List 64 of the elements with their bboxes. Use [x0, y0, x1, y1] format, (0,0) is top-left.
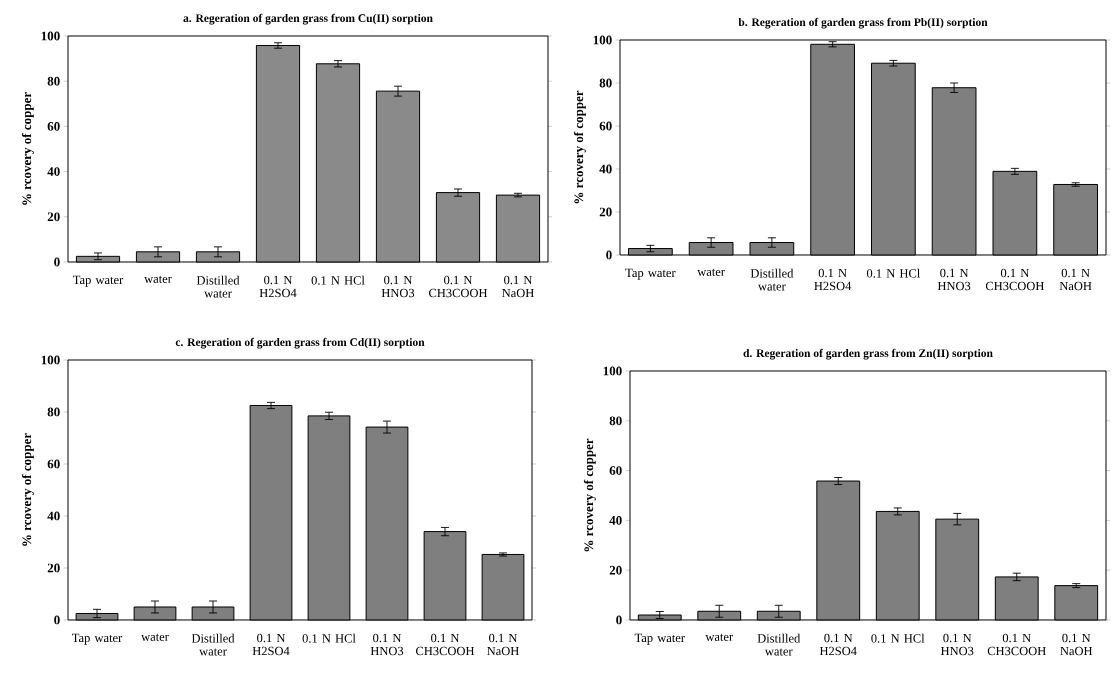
y-tick-label: 40 [599, 164, 612, 174]
y-axis-title: % rcovery of copper [573, 90, 586, 204]
y-tick-label: 80 [47, 407, 60, 417]
x-tick-label: 0.1 N CH3COOH [985, 268, 1045, 291]
y-tick-label: 40 [609, 516, 622, 525]
x-tick-label: 0.1 N HNO3 [940, 633, 974, 656]
x-tick-label: water [697, 268, 725, 276]
x-tick-label: 0.1 N HNO3 [381, 275, 415, 298]
x-tick-label: Distilled water [191, 633, 235, 656]
y-tick-label: 80 [599, 78, 612, 88]
x-tick-label: 0.1 N NaOH [1059, 268, 1092, 291]
x-tick-label: Tap water [625, 268, 676, 280]
y-tick-label: 100 [593, 35, 612, 45]
y-tick-label: 0 [606, 250, 612, 260]
y-tick-label: 100 [603, 366, 622, 376]
x-tick-label: 0.1 N NaOH [1060, 633, 1093, 656]
y-tick-label: 40 [47, 511, 60, 521]
x-tick-label: 0.1 N HNO3 [937, 268, 971, 291]
y-tick-label: 20 [609, 565, 622, 575]
x-tick-label: 0.1 N HCl [871, 633, 925, 643]
x-tick-label: Distilled water [757, 633, 801, 656]
y-tick-label: 20 [47, 212, 60, 222]
x-tick-label: 0.1 N CH3COOH [416, 633, 475, 656]
y-tick-label: 60 [47, 459, 60, 469]
y-tick-label: 0 [616, 615, 622, 625]
y-tick-label: 40 [47, 167, 60, 176]
x-tick-label: 0.1 N HCl [866, 268, 921, 278]
x-tick-label: water [144, 275, 172, 283]
y-tick-label: 80 [609, 416, 622, 426]
x-tick-label: Tap water [72, 275, 124, 287]
y-axis-title: % rcovery of copper [21, 433, 34, 546]
y-axis-title: % rcovery of copper [583, 438, 596, 552]
x-tick-label: 0.1 N NaOH [487, 633, 519, 656]
chart-title: a. Regeration of garden grass from Cu(II) sorption [183, 13, 433, 25]
x-tick-label: 0.1 N H2SO4 [252, 633, 290, 656]
x-tick-label: 0.1 N CH3COOH [429, 275, 488, 298]
x-tick-label: water [141, 633, 169, 641]
x-tick-label: Distilled water [750, 268, 794, 291]
x-tick-label: 0.1 N H2SO4 [819, 633, 857, 656]
y-tick-label: 20 [47, 563, 60, 573]
y-tick-label: 100 [41, 355, 60, 365]
chart-title: d. Regeration of garden grass from Zn(II) sorption [743, 348, 993, 360]
chart-title: b. Regeration of garden grass from Pb(II) sorption [738, 17, 988, 29]
x-tick-label: 0.1 N HCl [302, 633, 356, 643]
x-tick-label: Distilled water [196, 275, 240, 298]
x-tick-label: 0.1 N HNO3 [370, 633, 404, 656]
y-tick-label: 60 [609, 466, 622, 475]
y-tick-label: 80 [47, 76, 60, 86]
y-axis-title: % rcovery of copper [21, 92, 34, 205]
x-tick-label: water [705, 633, 734, 641]
chart-title: c. Regeration of garden grass from Cd(II) sorption [175, 337, 425, 349]
x-tick-label: 0.1 N HCl [311, 275, 365, 285]
y-tick-label: 0 [54, 257, 60, 267]
y-tick-label: 60 [47, 122, 60, 131]
x-tick-label: 0.1 N NaOH [502, 275, 534, 298]
y-tick-label: 100 [41, 31, 60, 41]
x-tick-label: 0.1 N CH3COOH [987, 633, 1046, 656]
x-tick-label: 0.1 N H2SO4 [259, 275, 297, 298]
y-tick-label: 60 [599, 121, 612, 131]
x-tick-label: Tap water [634, 633, 685, 645]
x-tick-label: 0.1 N H2SO4 [814, 268, 852, 291]
y-tick-label: 20 [599, 207, 612, 217]
y-tick-label: 0 [54, 615, 60, 625]
x-tick-label: Tap water [71, 633, 123, 645]
